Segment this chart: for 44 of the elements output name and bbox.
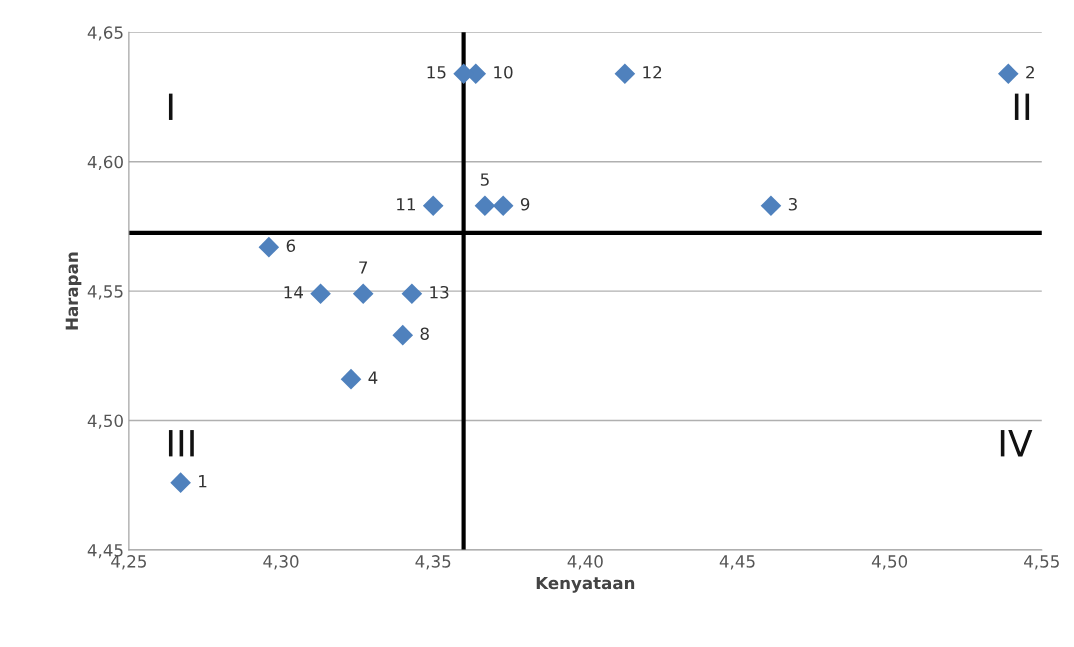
- annotation: III: [168, 430, 194, 457]
- annotation: I: [168, 93, 173, 120]
- annotation: 4: [368, 371, 378, 384]
- point: [998, 63, 1019, 85]
- annotation: 2: [1026, 65, 1034, 79]
- y-tick-label: 4,55: [87, 285, 123, 300]
- x-tick-label: 4,30: [263, 555, 299, 570]
- annotation: 3: [788, 197, 797, 211]
- point: [422, 195, 444, 217]
- point: [258, 236, 280, 258]
- y-tick-label: 4,65: [87, 26, 123, 41]
- point: [760, 195, 782, 217]
- annotation: 6: [286, 239, 296, 252]
- x-tick-label: 4,55: [1024, 555, 1059, 570]
- y-tick-label: 4,60: [87, 155, 123, 171]
- annotation: 9: [520, 197, 530, 211]
- annotation: II: [1014, 93, 1030, 120]
- y-tick-label: 4,50: [87, 414, 123, 429]
- annotation: 14: [284, 286, 303, 299]
- point: [352, 283, 374, 305]
- annotation: 5: [480, 173, 489, 186]
- point: [474, 195, 496, 217]
- annotation: 12: [643, 65, 662, 79]
- point: [170, 472, 191, 493]
- point: [492, 195, 514, 217]
- point: [392, 324, 414, 346]
- annotation: 10: [494, 65, 513, 79]
- x-tick-label: 4,50: [871, 555, 908, 570]
- annotation: IV: [1000, 430, 1033, 457]
- annotation: 8: [420, 327, 429, 340]
- annotation: 1: [199, 475, 207, 488]
- annotation: 7: [359, 261, 368, 274]
- x-tick-label: 4,35: [415, 555, 451, 570]
- annotation: 13: [430, 285, 449, 299]
- annotation: 11: [397, 198, 415, 211]
- point: [614, 63, 636, 85]
- point: [401, 283, 423, 305]
- point: [340, 368, 362, 390]
- y-axis-title: Harapan: [65, 252, 82, 330]
- point: [310, 283, 331, 305]
- x-axis-title: Kenyataan: [536, 576, 635, 593]
- x-tick-label: 4,40: [567, 555, 603, 570]
- x-tick-label: 4,45: [719, 555, 755, 570]
- annotation: 15: [427, 66, 446, 79]
